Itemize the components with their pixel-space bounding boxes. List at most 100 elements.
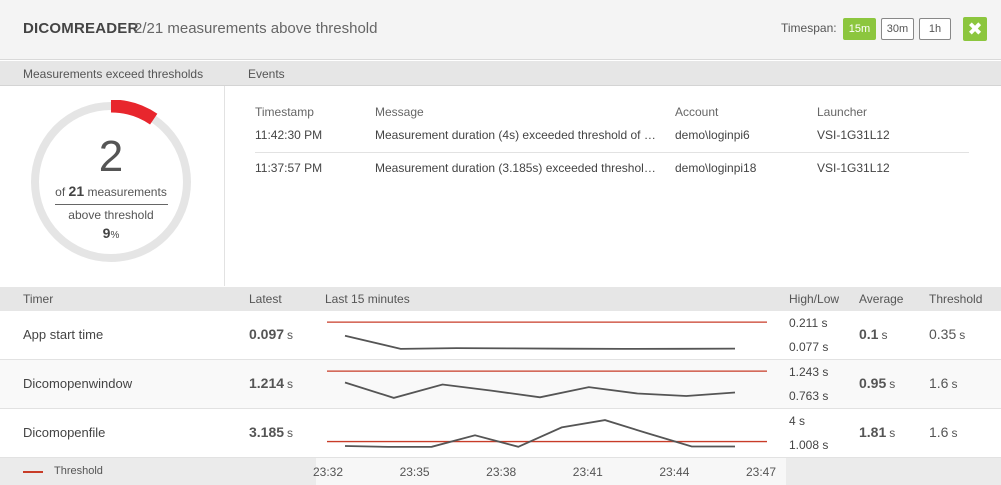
unit-label: s (287, 328, 294, 342)
event-account: demo\loginpi6 (675, 128, 750, 142)
high-value: 1.243 s (789, 365, 829, 379)
average-value: 0.1 (859, 326, 879, 342)
col-chart: Last 15 minutes (325, 292, 410, 306)
unit-label: s (951, 426, 958, 440)
threshold-legend-swatch (23, 471, 43, 473)
total-suffix: measurements (87, 185, 167, 199)
col-average[interactable]: Average (859, 292, 904, 306)
axis-tick-label: 23:47 (745, 465, 777, 479)
col-message[interactable]: Message (375, 105, 424, 119)
summary-section-title: Measurements exceed thresholds (23, 67, 204, 81)
table-row[interactable]: 11:37:57 PM Measurement duration (3.185s… (255, 153, 969, 186)
chart-footer: Threshold 23:32 23:35 23:38 23:41 23:44 23:47 (0, 458, 1001, 485)
header-subtitle: 2/21 measurements above threshold (134, 20, 378, 37)
threshold-value: 0.35 (929, 326, 957, 342)
donut-alert-arc (110, 100, 158, 125)
event-message: Measurement duration (3.185s) exceeded t… (375, 161, 657, 175)
threshold-donut (31, 100, 191, 262)
event-timestamp: 11:42:30 PM (255, 128, 323, 142)
timer-row-app-start-time[interactable]: App start time 0.097 s 0.211 s 0.077 s 0.… (0, 311, 1001, 360)
col-timer[interactable]: Timer (23, 292, 54, 306)
app-name: DICOMREADER (23, 20, 139, 37)
timer-row-dicomopenwindow[interactable]: Dicomopenwindow 1.214 s 1.243 s 0.763 s 0… (0, 360, 1001, 409)
average-value: 0.95 (859, 375, 887, 391)
latest-value: 0.097 (249, 326, 285, 342)
event-launcher: VSI-1G31L12 (817, 128, 890, 142)
col-threshold[interactable]: Threshold (929, 292, 983, 306)
timer-latest: 0.097 s (249, 326, 293, 342)
unit-label: s (287, 426, 294, 440)
timer-threshold: 0.35 s (929, 326, 965, 342)
threshold-summary: 2 of 21 measurements above threshold 9% (0, 86, 225, 286)
threshold-value: 1.6 (929, 424, 949, 440)
sparkline-chart (327, 321, 767, 350)
threshold-value: 1.6 (929, 375, 949, 391)
timespan-label: Timespan: (781, 21, 837, 35)
axis-tick-label: 23:32 (312, 465, 344, 479)
event-message: Measurement duration (4s) exceeded thres… (375, 128, 657, 142)
section-band: Measurements exceed thresholds Events (0, 61, 1001, 86)
unit-label: s (951, 377, 958, 391)
exceeded-count: 2 (98, 132, 124, 181)
time-axis: 23:32 23:35 23:38 23:41 23:44 23:47 (312, 458, 786, 485)
col-latest[interactable]: Latest (249, 292, 282, 306)
low-value: 1.008 s (789, 438, 829, 452)
col-timestamp[interactable]: Timestamp (255, 105, 314, 119)
average-value: 1.81 (859, 424, 887, 440)
timespan-15m-button[interactable]: 15m (843, 18, 876, 40)
timer-latest: 1.214 s (249, 375, 293, 391)
percent-above: 9% (0, 225, 222, 241)
total-count: 21 (68, 183, 85, 199)
timespan-1h-button[interactable]: 1h (919, 18, 951, 40)
axis-tick-label: 23:44 (659, 465, 690, 479)
events-header-row: Timestamp Message Account Launcher (255, 100, 969, 120)
close-icon: ✖ (967, 19, 983, 39)
timer-threshold: 1.6 s (929, 424, 957, 440)
event-timestamp: 11:37:57 PM (255, 161, 323, 175)
axis-tick-label: 23:35 (399, 465, 430, 479)
high-value: 4 s (789, 414, 806, 428)
event-account: demo\loginpi18 (675, 161, 757, 175)
unit-label: s (959, 328, 966, 342)
threshold-legend-label: Threshold (54, 465, 103, 477)
timers-header-row: Timer Latest Last 15 minutes High/Low Av… (0, 287, 1001, 311)
axis-tick-label: 23:38 (486, 465, 517, 479)
timer-latest: 3.185 s (249, 424, 293, 440)
percent-unit: % (110, 230, 120, 241)
timer-average: 0.1 s (859, 326, 887, 342)
unit-label: s (889, 426, 896, 440)
app-header: DICOMREADER 2/21 measurements above thre… (0, 0, 1001, 60)
timer-name: App start time (23, 327, 104, 342)
sparkline-chart (327, 419, 767, 448)
unit-label: s (287, 377, 294, 391)
timespan-30m-button[interactable]: 30m (881, 18, 914, 40)
of-prefix: of (55, 185, 66, 199)
unit-label: s (881, 328, 888, 342)
sparkline-chart (327, 370, 767, 399)
col-highlow[interactable]: High/Low (789, 292, 840, 306)
series-line (344, 419, 735, 448)
timer-threshold: 1.6 s (929, 375, 957, 391)
col-account[interactable]: Account (675, 105, 719, 119)
col-launcher[interactable]: Launcher (817, 105, 868, 119)
above-threshold-label: above threshold (68, 208, 154, 222)
percent-value: 9 (102, 225, 111, 241)
series-line (344, 334, 736, 350)
latest-value: 1.214 (249, 375, 285, 391)
low-value: 0.077 s (789, 340, 829, 354)
high-value: 0.211 s (789, 316, 828, 330)
unit-label: s (889, 377, 896, 391)
timer-row-dicomopenfile[interactable]: Dicomopenfile 3.185 s 4 s 1.008 s 1.81 s 1… (0, 409, 1001, 458)
summary-divider (55, 204, 168, 205)
timer-name: Dicomopenwindow (23, 376, 133, 391)
timer-average: 0.95 s (859, 375, 895, 391)
table-row[interactable]: 11:42:30 PM Measurement duration (4s) ex… (255, 120, 969, 153)
events-table: Timestamp Message Account Launcher 11:42… (255, 100, 969, 186)
axis-tick-label: 23:41 (572, 465, 603, 479)
event-launcher: VSI-1G31L12 (817, 161, 890, 175)
latest-value: 3.185 (249, 424, 285, 440)
series-line (344, 381, 736, 399)
close-button[interactable]: ✖ (963, 17, 987, 41)
total-measurements: of 21 measurements (0, 183, 222, 199)
timer-average: 1.81 s (859, 424, 895, 440)
